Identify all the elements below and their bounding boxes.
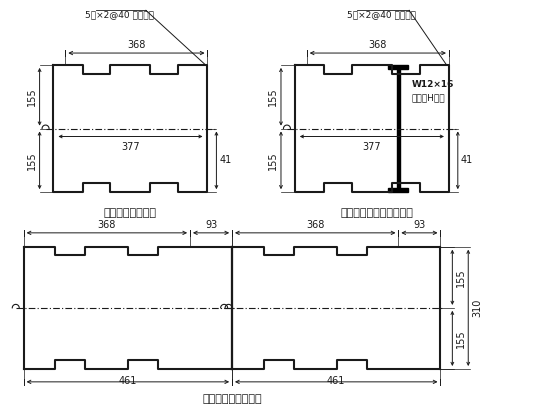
Text: 155: 155: [268, 87, 278, 106]
Text: 155: 155: [456, 329, 466, 348]
Text: 377: 377: [121, 142, 140, 152]
Text: 461: 461: [327, 376, 345, 386]
Text: 5宽×2@40 深加劲肋: 5宽×2@40 深加劲肋: [85, 10, 153, 19]
Text: 155: 155: [268, 151, 278, 170]
Polygon shape: [388, 65, 408, 69]
Text: 宽翼缘H型钢: 宽翼缘H型钢: [412, 93, 445, 102]
Polygon shape: [388, 188, 408, 192]
Text: 41: 41: [220, 155, 232, 165]
Text: W12×16: W12×16: [412, 80, 454, 89]
Text: 368: 368: [127, 40, 146, 50]
Text: 461: 461: [118, 376, 137, 386]
Text: 5宽×2@40 深加劲肋: 5宽×2@40 深加劲肋: [347, 10, 416, 19]
Text: 93: 93: [413, 220, 425, 230]
Text: 93: 93: [205, 220, 217, 230]
Text: 368: 368: [306, 220, 324, 230]
Text: 368: 368: [369, 40, 387, 50]
Text: 加强型压型钢板横截面图: 加强型压型钢板横截面图: [340, 208, 413, 218]
Text: 压型钢板拼装示意图: 压型钢板拼装示意图: [202, 394, 262, 404]
Text: 41: 41: [461, 155, 473, 165]
Text: 310: 310: [472, 299, 482, 317]
Text: 368: 368: [98, 220, 116, 230]
Text: 155: 155: [456, 268, 466, 286]
Text: 155: 155: [27, 87, 37, 106]
Text: 压型钢板横截面图: 压型钢板横截面图: [104, 208, 157, 218]
Text: 377: 377: [363, 142, 381, 152]
Text: 155: 155: [27, 151, 37, 170]
Polygon shape: [396, 69, 400, 188]
